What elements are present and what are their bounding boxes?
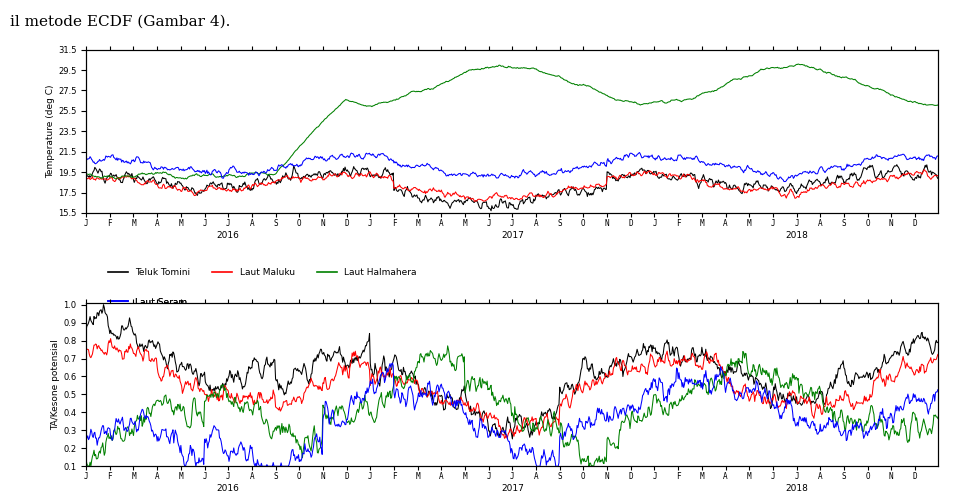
Text: 2016: 2016 (217, 484, 239, 493)
Text: 2018: 2018 (785, 231, 808, 240)
Text: DEPTH (m) : 150: DEPTH (m) : 150 (103, 332, 178, 341)
Text: il metode ECDF (Gambar 4).: il metode ECDF (Gambar 4). (10, 15, 230, 29)
Y-axis label: TA/Kesone potensial: TA/Kesone potensial (52, 339, 60, 430)
Text: 2018: 2018 (785, 484, 808, 493)
Legend: Laut Seram: Laut Seram (108, 298, 187, 307)
Y-axis label: Temperature (deg C): Temperature (deg C) (46, 84, 56, 178)
Text: 2017: 2017 (501, 231, 523, 240)
Text: 2016: 2016 (217, 231, 239, 240)
Text: 2017: 2017 (501, 484, 523, 493)
